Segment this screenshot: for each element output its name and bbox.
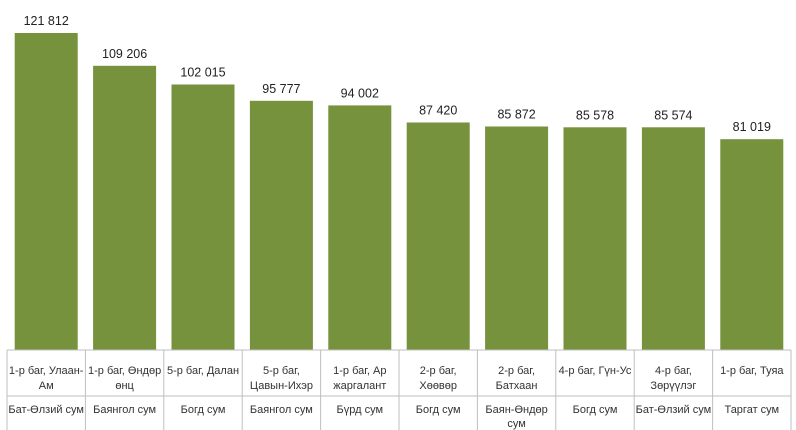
category-label-7-line-1: 2-р баг, bbox=[498, 365, 535, 377]
value-label-3: 102 015 bbox=[180, 66, 225, 80]
group-label-9-line-1: Бат-Өлзий сум bbox=[636, 404, 712, 416]
value-label-9: 85 574 bbox=[654, 108, 692, 122]
group-label-3-line-1: Богд сум bbox=[181, 404, 226, 416]
category-label-9-line-1: 4-р баг, bbox=[655, 365, 692, 377]
bar-1 bbox=[14, 33, 78, 350]
value-label-1: 121 812 bbox=[24, 14, 69, 28]
category-label-2-line-1: 1-р баг, Өндөр bbox=[88, 365, 161, 377]
category-label-1-line-1: 1-р баг, Улаан- bbox=[9, 365, 84, 377]
category-label-10-line-1: 1-р баг, Туяа bbox=[720, 365, 784, 377]
group-label-1-line-1: Бат-Өлзий сум bbox=[8, 404, 84, 416]
bar-9 bbox=[641, 127, 705, 350]
category-label-3-line-1: 5-р баг, Далан bbox=[167, 365, 239, 377]
category-label-6-line-1: 2-р баг, bbox=[420, 365, 457, 377]
value-label-5: 94 002 bbox=[341, 86, 379, 100]
group-label-7-line-2: сум bbox=[507, 418, 525, 430]
group-label-2-line-1: Баянгол сум bbox=[93, 404, 156, 416]
category-label-6-line-2: Хөөвөр bbox=[419, 380, 457, 392]
value-label-2: 109 206 bbox=[102, 47, 147, 61]
category-label-8-line-1: 4-р баг, Гүн-Ус bbox=[559, 365, 632, 377]
category-label-4-line-2: Цавын-Ихэр bbox=[250, 380, 313, 392]
category-axis-grid bbox=[6, 349, 792, 430]
group-label-4-line-1: Баянгол сум bbox=[250, 404, 313, 416]
category-label-5-line-1: 1-р баг, Ар bbox=[333, 365, 386, 377]
category-label-1-line-2: Ам bbox=[39, 380, 54, 392]
category-label-5-line-2: жаргалант bbox=[333, 380, 386, 392]
category-label-7-line-2: Батхаан bbox=[496, 380, 538, 392]
bar-7 bbox=[485, 126, 549, 350]
bar-8 bbox=[563, 127, 627, 350]
group-label-8-line-1: Богд сум bbox=[573, 404, 618, 416]
bar-6 bbox=[406, 122, 470, 350]
category-labels-group: 1-р баг, Улаан- Ам Бат-Өлзий сум 1-р баг, Ө… bbox=[8, 365, 784, 430]
bar-5 bbox=[328, 105, 392, 351]
value-label-6: 87 420 bbox=[419, 104, 457, 118]
value-label-4: 95 777 bbox=[262, 82, 300, 96]
group-label-5-line-1: Бүрд сум bbox=[337, 404, 384, 416]
category-label-9-line-2: Зөрүүлэг bbox=[650, 380, 696, 392]
value-label-8: 85 578 bbox=[576, 108, 614, 122]
category-label-2-line-2: өнц bbox=[115, 380, 134, 392]
value-labels-group: 121 812 109 206 102 015 95 777 94 002 87 420 8… bbox=[24, 14, 771, 134]
bar-2 bbox=[93, 65, 157, 351]
bar-10 bbox=[720, 139, 784, 350]
value-label-7: 85 872 bbox=[497, 108, 535, 122]
value-label-10: 81 019 bbox=[733, 120, 771, 134]
bar-3 bbox=[171, 84, 235, 350]
bars-group bbox=[14, 33, 784, 351]
group-label-6-line-1: Богд сум bbox=[416, 404, 461, 416]
bar-4 bbox=[249, 100, 313, 350]
group-label-7-line-1: Баян-Өндөр bbox=[485, 404, 547, 416]
category-label-4-line-1: 5-р баг, bbox=[263, 365, 300, 377]
group-label-10-line-1: Таргат сум bbox=[724, 404, 779, 416]
